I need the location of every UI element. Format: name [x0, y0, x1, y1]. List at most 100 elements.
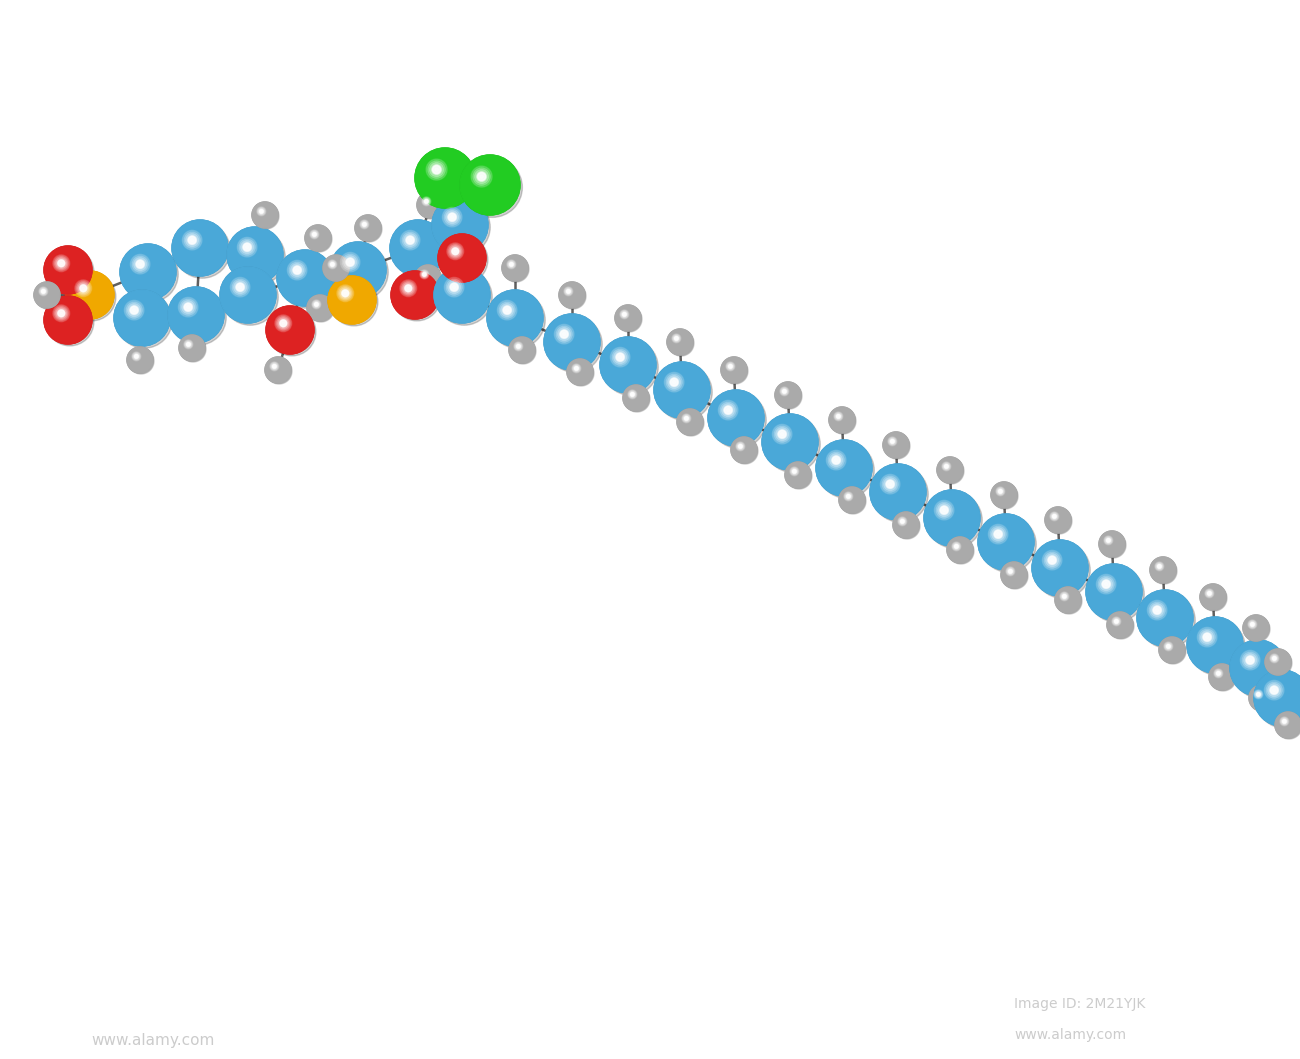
- Circle shape: [428, 161, 446, 178]
- Circle shape: [425, 199, 428, 203]
- Circle shape: [619, 356, 637, 374]
- Circle shape: [520, 347, 524, 353]
- Circle shape: [1158, 566, 1160, 568]
- Circle shape: [420, 269, 437, 287]
- Circle shape: [1210, 594, 1217, 600]
- Circle shape: [849, 497, 855, 503]
- Circle shape: [1279, 717, 1288, 725]
- Circle shape: [471, 165, 510, 205]
- Circle shape: [1167, 646, 1169, 647]
- Circle shape: [266, 358, 292, 384]
- Circle shape: [1144, 597, 1186, 639]
- Circle shape: [991, 482, 1017, 508]
- Circle shape: [948, 538, 972, 562]
- Circle shape: [1253, 689, 1262, 699]
- Circle shape: [940, 505, 949, 515]
- Circle shape: [415, 148, 474, 208]
- Circle shape: [356, 268, 360, 272]
- Circle shape: [993, 530, 1004, 539]
- Circle shape: [850, 498, 854, 502]
- Circle shape: [234, 281, 247, 293]
- Circle shape: [266, 306, 315, 354]
- Circle shape: [404, 285, 412, 291]
- Circle shape: [844, 491, 861, 508]
- Circle shape: [898, 518, 906, 525]
- Circle shape: [1261, 677, 1300, 719]
- Circle shape: [78, 283, 101, 307]
- Circle shape: [997, 488, 1004, 495]
- Circle shape: [1252, 624, 1253, 625]
- Circle shape: [1251, 622, 1254, 627]
- Circle shape: [623, 312, 627, 317]
- Circle shape: [794, 470, 802, 480]
- Circle shape: [425, 200, 434, 210]
- Circle shape: [425, 158, 465, 198]
- Circle shape: [274, 366, 281, 373]
- Circle shape: [624, 313, 625, 316]
- Circle shape: [738, 445, 749, 455]
- Circle shape: [888, 437, 904, 452]
- Circle shape: [1275, 712, 1300, 738]
- Circle shape: [1109, 541, 1115, 548]
- Circle shape: [426, 276, 429, 280]
- Circle shape: [630, 393, 634, 396]
- Circle shape: [356, 216, 380, 240]
- Circle shape: [56, 257, 66, 269]
- Circle shape: [1213, 668, 1231, 685]
- Circle shape: [1253, 689, 1270, 706]
- Circle shape: [1204, 589, 1222, 606]
- Circle shape: [365, 225, 372, 231]
- Circle shape: [342, 290, 348, 297]
- Circle shape: [306, 225, 332, 251]
- Circle shape: [344, 292, 347, 294]
- Circle shape: [884, 433, 907, 456]
- Circle shape: [186, 341, 191, 347]
- Circle shape: [316, 304, 317, 305]
- Circle shape: [1158, 564, 1161, 568]
- Circle shape: [543, 315, 601, 370]
- Circle shape: [260, 210, 270, 220]
- Circle shape: [949, 469, 952, 471]
- Circle shape: [1048, 556, 1056, 564]
- Circle shape: [1242, 652, 1258, 668]
- Circle shape: [515, 342, 529, 358]
- Circle shape: [521, 348, 523, 352]
- Circle shape: [235, 283, 246, 292]
- Circle shape: [1204, 633, 1227, 657]
- Circle shape: [1265, 680, 1284, 700]
- Circle shape: [1219, 674, 1225, 680]
- Circle shape: [624, 313, 632, 322]
- Circle shape: [286, 326, 294, 334]
- Circle shape: [238, 286, 242, 289]
- Circle shape: [684, 415, 689, 421]
- Circle shape: [411, 241, 425, 255]
- Circle shape: [1061, 593, 1067, 599]
- Circle shape: [1113, 618, 1119, 625]
- Circle shape: [941, 462, 950, 471]
- Circle shape: [246, 292, 251, 298]
- Circle shape: [1112, 616, 1121, 626]
- Circle shape: [816, 439, 872, 496]
- Circle shape: [722, 357, 748, 383]
- Circle shape: [1251, 623, 1254, 626]
- Circle shape: [312, 233, 316, 236]
- Circle shape: [66, 268, 70, 272]
- Circle shape: [1112, 590, 1117, 594]
- Circle shape: [421, 271, 434, 285]
- Circle shape: [356, 216, 382, 243]
- Circle shape: [1277, 661, 1279, 663]
- Circle shape: [280, 320, 286, 326]
- Circle shape: [393, 222, 448, 279]
- Circle shape: [989, 525, 1022, 558]
- Circle shape: [948, 468, 952, 472]
- Circle shape: [251, 250, 260, 259]
- Circle shape: [53, 305, 70, 322]
- Circle shape: [402, 232, 419, 248]
- Circle shape: [511, 264, 519, 272]
- Circle shape: [1008, 569, 1014, 574]
- Circle shape: [872, 466, 928, 522]
- Circle shape: [1105, 582, 1108, 586]
- Circle shape: [399, 230, 437, 267]
- Circle shape: [1063, 595, 1072, 605]
- Circle shape: [239, 239, 255, 255]
